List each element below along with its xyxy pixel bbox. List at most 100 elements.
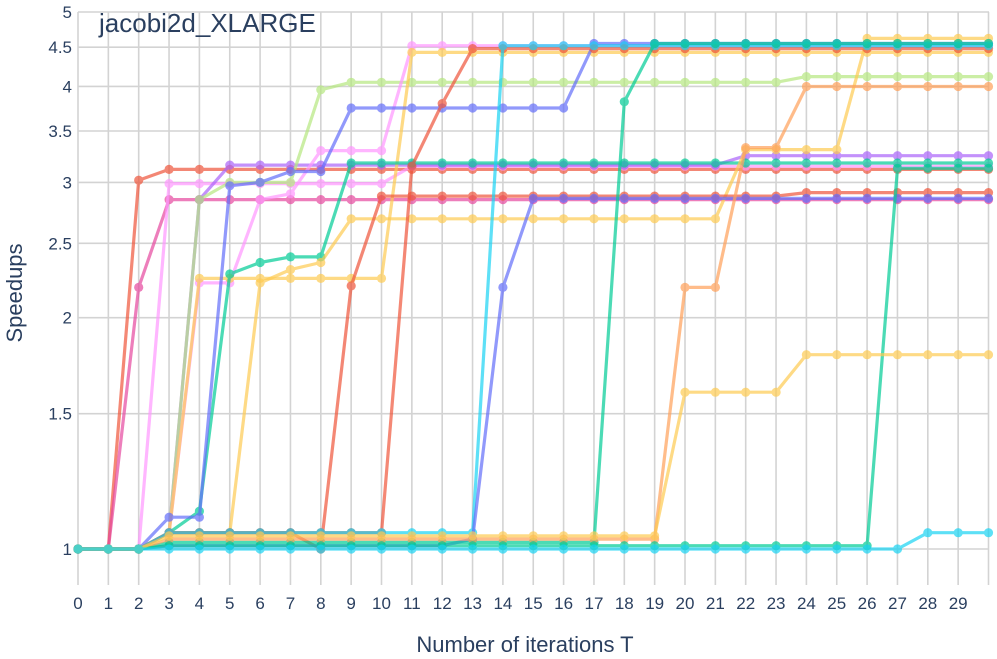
data-point (892, 350, 903, 360)
y-tick-label: 3 (63, 173, 72, 192)
data-point (832, 145, 842, 155)
x-tick-label: 21 (706, 594, 725, 613)
data-point (468, 103, 478, 113)
data-point (801, 193, 812, 203)
x-tick-label: 2 (134, 594, 143, 613)
y-tick-label: 4 (63, 77, 72, 96)
x-tick-label: 23 (767, 594, 786, 613)
data-point (741, 387, 751, 397)
data-point (316, 273, 326, 283)
y-tick-label: 2.5 (48, 234, 72, 253)
data-point (376, 179, 387, 189)
data-point (134, 282, 144, 292)
x-tick-label: 26 (858, 594, 877, 613)
data-point (801, 72, 812, 82)
data-point (589, 531, 599, 541)
data-point (164, 512, 174, 522)
data-point (771, 158, 781, 168)
data-point (225, 160, 235, 170)
data-point (862, 81, 872, 92)
data-point (498, 191, 508, 201)
data-point (316, 146, 326, 156)
data-point (468, 214, 478, 224)
data-point (983, 38, 994, 49)
data-point (619, 531, 629, 541)
data-point (194, 531, 204, 541)
data-point (346, 179, 356, 189)
data-point (983, 163, 994, 173)
data-point (619, 214, 629, 224)
x-tick-label: 28 (918, 594, 937, 613)
data-point (225, 269, 235, 279)
data-point (407, 214, 417, 224)
data-point (255, 160, 265, 170)
data-point (498, 158, 508, 168)
data-point (437, 158, 447, 168)
data-point (832, 193, 842, 203)
data-point (832, 72, 842, 82)
data-point (285, 544, 296, 554)
data-point (832, 350, 842, 360)
data-point (164, 544, 174, 554)
data-point (559, 158, 569, 168)
data-point (741, 193, 751, 203)
data-point (741, 143, 751, 153)
data-point (407, 103, 417, 113)
data-point (255, 195, 265, 205)
y-axis-title: Speedups (2, 243, 27, 342)
data-point (346, 158, 356, 168)
data-point (589, 158, 599, 168)
data-point (285, 166, 296, 177)
data-point (103, 544, 113, 554)
data-point (376, 146, 387, 156)
data-point (316, 531, 326, 541)
x-tick-label: 29 (949, 594, 968, 613)
data-point (316, 195, 326, 205)
data-point (498, 214, 508, 224)
data-point (680, 77, 690, 87)
data-point (892, 38, 903, 49)
x-tick-label: 7 (286, 594, 295, 613)
data-point (680, 158, 690, 168)
data-point (407, 41, 417, 51)
data-point (316, 257, 326, 268)
data-point (346, 77, 356, 87)
data-point (710, 158, 721, 168)
data-point (741, 544, 751, 554)
data-point (619, 544, 629, 554)
data-point (589, 193, 599, 203)
data-point (346, 195, 356, 205)
data-point (650, 531, 660, 541)
data-point (376, 103, 387, 113)
data-point (862, 544, 872, 554)
data-point (892, 151, 903, 161)
x-tick-label: 22 (736, 594, 755, 613)
data-point (650, 193, 660, 203)
data-point (225, 181, 235, 191)
x-tick-label: 19 (645, 594, 664, 613)
data-point (923, 38, 933, 49)
data-point (346, 214, 356, 224)
data-point (407, 161, 417, 171)
data-point (346, 544, 356, 554)
data-point (528, 77, 538, 87)
data-point (437, 47, 447, 58)
data-point (407, 531, 417, 541)
data-point (862, 350, 872, 360)
data-point (680, 193, 690, 203)
data-point (983, 528, 994, 538)
chart-title: jacobi2d_XLARGE (98, 8, 316, 38)
series-layer (73, 33, 994, 554)
y-tick-label: 4.5 (48, 38, 72, 57)
data-point (376, 77, 387, 87)
data-point (437, 214, 447, 224)
x-tick-label: 24 (797, 594, 816, 613)
data-point (316, 85, 326, 95)
data-point (771, 387, 781, 397)
data-point (559, 77, 569, 87)
data-point (285, 160, 296, 170)
data-point (528, 544, 538, 554)
data-point (468, 531, 478, 541)
data-point (983, 193, 994, 203)
